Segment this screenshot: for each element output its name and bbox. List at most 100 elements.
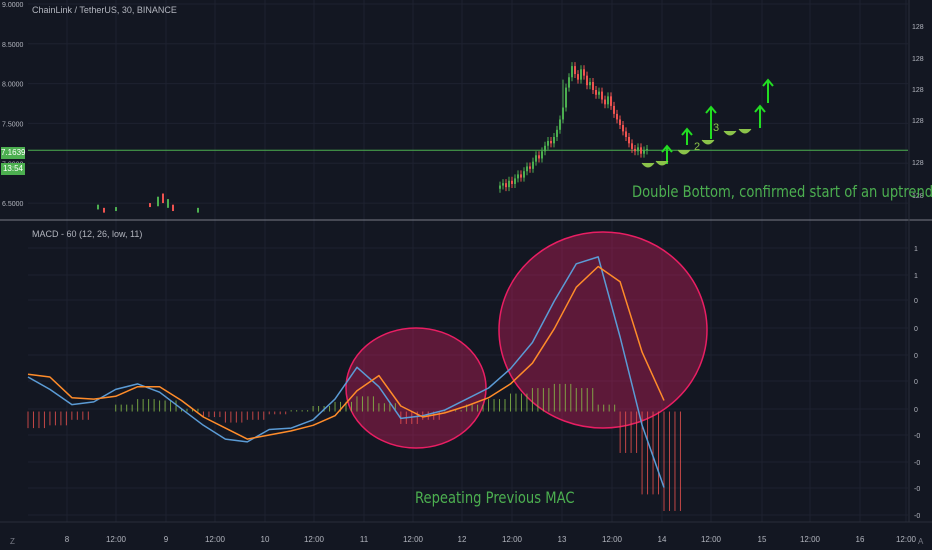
candle	[167, 199, 169, 208]
price-axis-tick-left: 7.5000	[2, 121, 24, 128]
candle	[610, 96, 612, 106]
candle	[162, 193, 164, 204]
candle	[580, 69, 582, 80]
auto-scale-button[interactable]: A	[918, 537, 924, 546]
uptrend-arrow-head	[681, 127, 693, 136]
price-axis-tick-right: 128	[912, 24, 924, 31]
macd-axis-tick: -0	[914, 486, 920, 493]
candle	[499, 185, 501, 189]
time-axis-tick: 12:00	[602, 535, 623, 544]
candle	[538, 155, 540, 159]
price-axis-tick-left: 8.0000	[2, 82, 24, 89]
macd-axis-tick: 1	[914, 273, 918, 280]
candle	[619, 119, 621, 126]
time-axis-tick: 15	[758, 535, 767, 544]
candle	[625, 131, 627, 137]
candle	[553, 136, 555, 144]
double-bottom-marker	[738, 128, 752, 134]
time-axis-tick: 12:00	[502, 535, 523, 544]
price-axis-tick-right: 128	[912, 193, 924, 200]
candle	[502, 183, 504, 186]
candle	[541, 151, 543, 159]
candle	[115, 207, 117, 212]
time-axis-tick: 10	[261, 535, 270, 544]
time-axis-tick: 12:00	[106, 535, 127, 544]
uptrend-arrow-head	[705, 105, 717, 114]
candle	[604, 99, 606, 105]
price-axis-tick-right: 128	[912, 87, 924, 94]
zoom-button[interactable]: Z	[10, 537, 15, 546]
time-axis-tick: 12:00	[896, 535, 917, 544]
price-axis-tick-left: 9.0000	[2, 2, 24, 9]
candle	[544, 145, 546, 152]
candle	[532, 161, 534, 169]
candle	[628, 136, 630, 144]
time-axis-tick: 16	[856, 535, 865, 544]
candle	[149, 203, 151, 208]
time-axis-tick: 12:00	[403, 535, 424, 544]
candle	[526, 166, 528, 172]
pattern-label-2: 2	[694, 141, 700, 153]
macd-axis-tick: 0	[914, 326, 918, 333]
macd-axis-tick: -0	[914, 513, 920, 520]
time-axis-tick: 12:00	[800, 535, 821, 544]
candle	[562, 107, 564, 120]
pattern-label-3: 3	[713, 122, 719, 134]
macd-axis-tick: 1	[914, 246, 918, 253]
candle	[550, 140, 552, 144]
symbol-title: ChainLink / TetherUS, 30, BINANCE	[32, 5, 177, 15]
candle	[622, 125, 624, 132]
candle	[97, 204, 99, 210]
price-axis-tick-right: 128	[912, 118, 924, 125]
double-bottom-annotation: Double Bottom, confirmed start of an upt…	[632, 182, 932, 201]
candle	[508, 180, 510, 188]
macd-indicator-title: MACD - 60 (12, 26, low, 11)	[32, 229, 143, 239]
time-axis-tick: 13	[558, 535, 567, 544]
candle	[520, 174, 522, 178]
candle	[172, 204, 174, 212]
candle	[517, 174, 519, 179]
candle	[556, 129, 558, 137]
candle	[505, 183, 507, 188]
candle	[598, 91, 600, 95]
double-bottom-marker	[641, 162, 655, 168]
price-axis-tick-right: 128	[912, 56, 924, 63]
time-axis-tick: 8	[65, 535, 70, 544]
time-axis-tick: 14	[658, 535, 667, 544]
candle	[646, 148, 648, 151]
candle	[637, 147, 639, 152]
double-bottom-marker	[677, 149, 691, 155]
candle-countdown-badge: 13:54	[1, 163, 25, 175]
highlight-ellipse-small	[345, 327, 487, 449]
double-bottom-marker	[723, 130, 737, 136]
candle	[586, 75, 588, 86]
signal-line	[27, 265, 665, 440]
candle	[157, 196, 159, 207]
candle	[574, 66, 576, 75]
candle	[571, 66, 573, 78]
candle	[592, 82, 594, 90]
repeating-macd-annotation: Repeating Previous MAC	[415, 488, 575, 507]
macd-axis-tick: 0	[914, 353, 918, 360]
time-axis-tick: 12:00	[701, 535, 722, 544]
candle	[589, 82, 591, 86]
candle	[547, 140, 549, 146]
time-axis-tick: 11	[360, 535, 369, 544]
macd-axis-tick: -0	[914, 433, 920, 440]
price-axis-tick-right: 128	[912, 160, 924, 167]
candle	[643, 150, 645, 154]
highlight-ellipse-large	[498, 231, 708, 429]
current-price-badge: 7.1639	[1, 147, 26, 159]
candle	[631, 143, 633, 149]
time-axis-tick: 12:00	[205, 535, 226, 544]
candle	[197, 207, 199, 213]
candle	[616, 113, 618, 120]
candle	[535, 155, 537, 162]
candle	[640, 147, 642, 154]
price-axis-tick-left: 6.5000	[2, 201, 24, 208]
macd-line	[27, 256, 665, 488]
time-axis-tick: 12	[458, 535, 467, 544]
uptrend-arrow-head	[661, 144, 673, 153]
candle	[595, 89, 597, 95]
